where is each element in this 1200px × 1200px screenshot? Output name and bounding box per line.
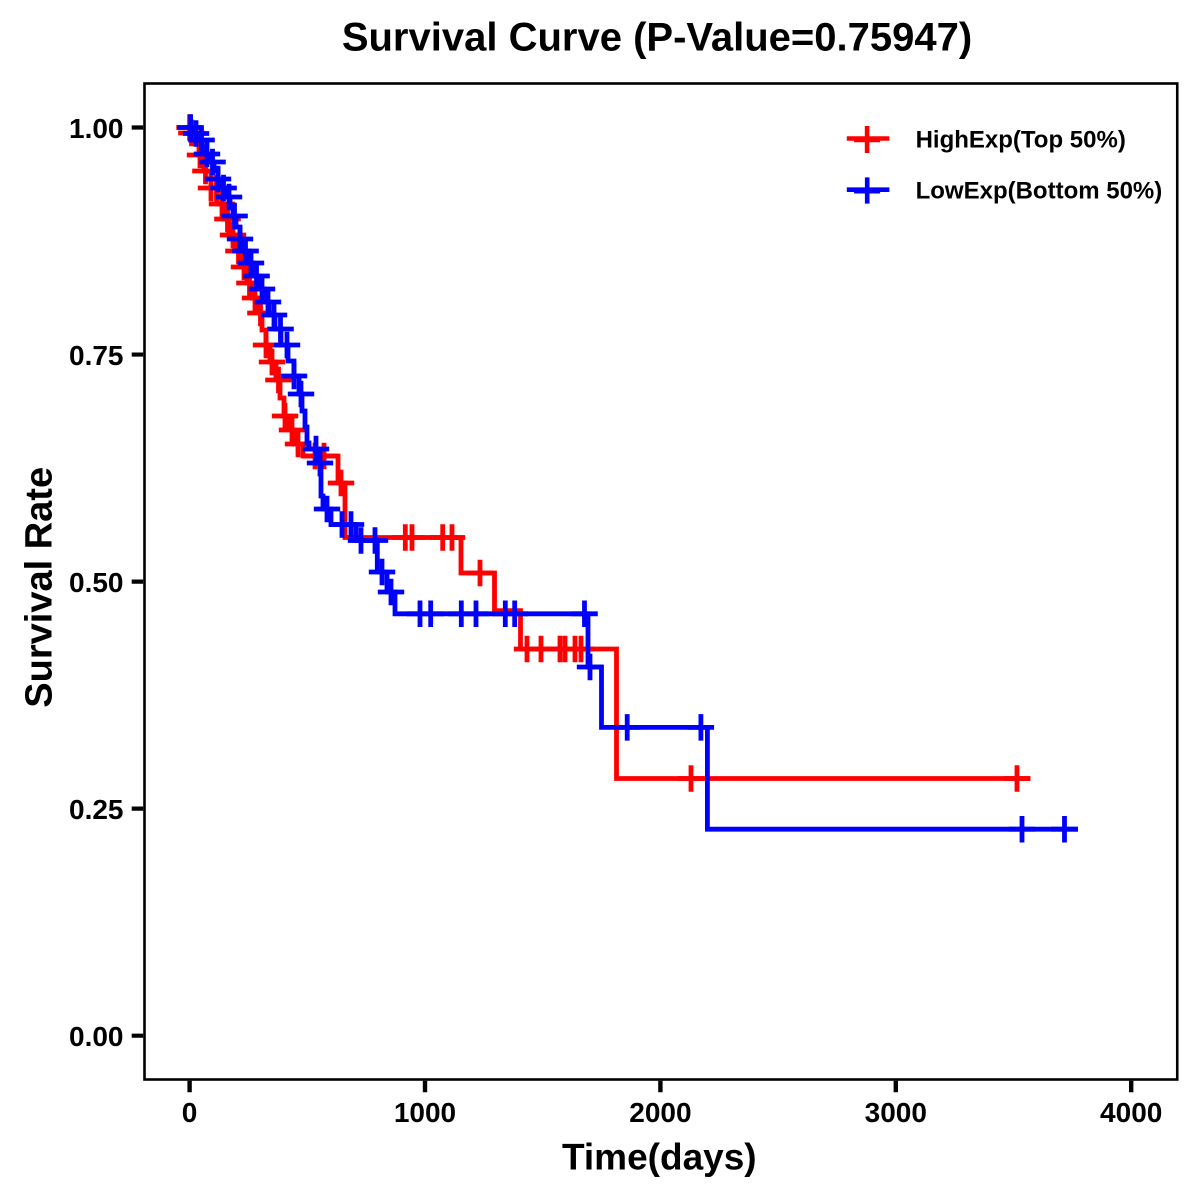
svg-text:Survival Curve (P-Value=0.7594: Survival Curve (P-Value=0.75947) <box>342 16 972 60</box>
svg-text:0.75: 0.75 <box>69 340 124 371</box>
svg-text:0.50: 0.50 <box>69 567 124 598</box>
svg-text:1.00: 1.00 <box>69 113 124 144</box>
svg-text:Survival Rate: Survival Rate <box>19 467 61 708</box>
svg-text:2000: 2000 <box>629 1097 691 1128</box>
svg-text:4000: 4000 <box>1100 1097 1162 1128</box>
svg-text:0.00: 0.00 <box>69 1021 124 1052</box>
svg-text:Time(days): Time(days) <box>562 1136 757 1177</box>
svg-text:1000: 1000 <box>394 1097 456 1128</box>
svg-text:HighExp(Top 50%): HighExp(Top 50%) <box>916 127 1126 154</box>
svg-text:LowExp(Bottom 50%): LowExp(Bottom 50%) <box>916 178 1163 205</box>
svg-text:3000: 3000 <box>865 1097 927 1128</box>
svg-text:0.25: 0.25 <box>69 794 124 825</box>
svg-text:0: 0 <box>182 1097 198 1128</box>
